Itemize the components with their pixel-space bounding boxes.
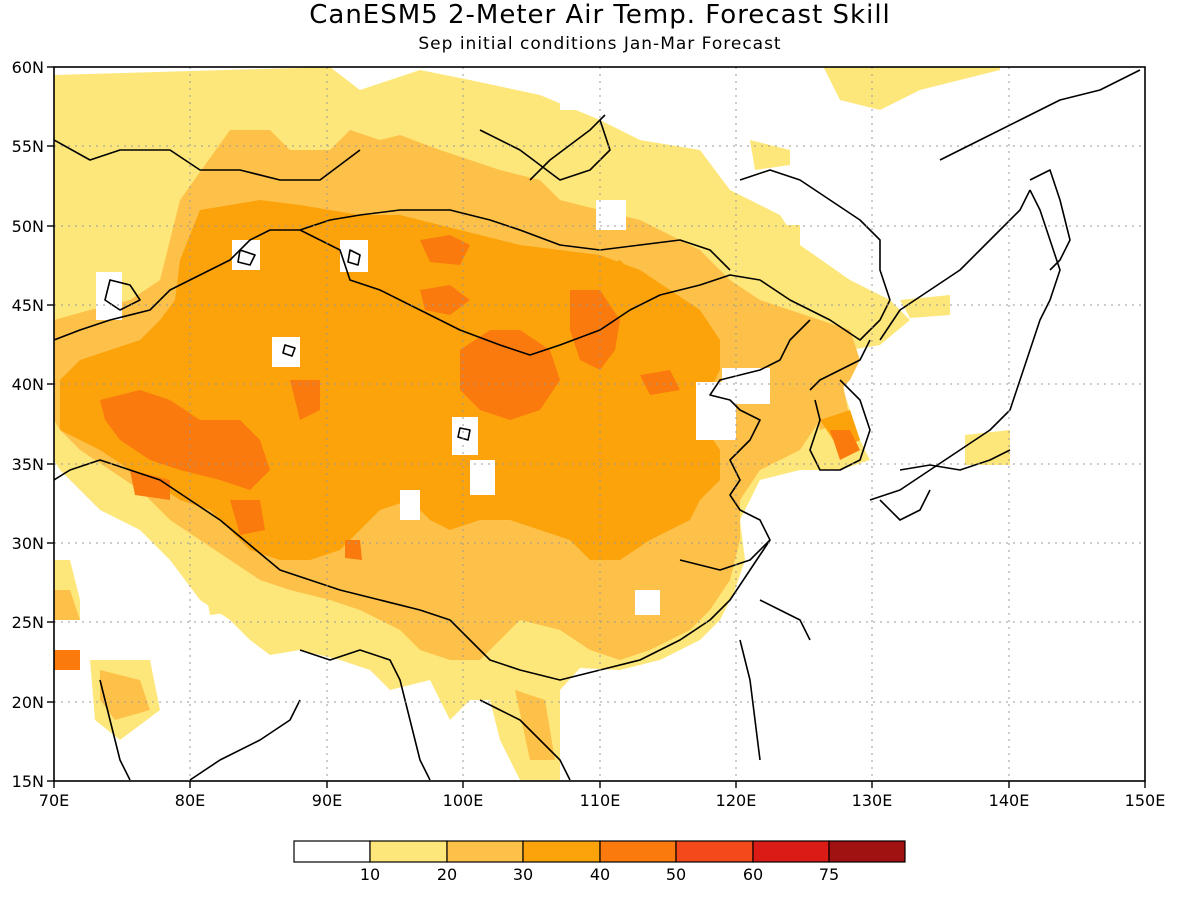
colorbar-label: 60 xyxy=(743,865,763,884)
lon-tick-label: 140E xyxy=(989,791,1030,810)
colorbar-label: 40 xyxy=(590,865,610,884)
lat-tick-label: 30N xyxy=(12,534,44,553)
lon-tick-label: 110E xyxy=(580,791,621,810)
lat-tick-label: 40N xyxy=(12,375,44,394)
colorbar-label: 10 xyxy=(360,865,380,884)
lon-tick-label: 130E xyxy=(852,791,893,810)
lat-tick-label: 15N xyxy=(12,772,44,791)
colorbar-label: 30 xyxy=(513,865,533,884)
lon-tick-label: 100E xyxy=(443,791,484,810)
lat-tick-label: 35N xyxy=(12,455,44,474)
lat-tick-label: 55N xyxy=(12,137,44,156)
lon-tick-label: 80E xyxy=(175,791,205,810)
lat-tick-label: 45N xyxy=(12,296,44,315)
lat-tick-label: 60N xyxy=(12,58,44,77)
lon-tick-label: 150E xyxy=(1125,791,1166,810)
lat-tick-label: 50N xyxy=(12,217,44,236)
colorbar-swatch xyxy=(752,840,830,863)
colorbar: 10 20 30 40 50 60 75 xyxy=(293,840,906,884)
lon-tick-label: 90E xyxy=(312,791,342,810)
lon-tick-labels: 70E 80E 90E 100E 110E 120E 130E 140E 150… xyxy=(39,791,1166,810)
gridlines xyxy=(54,67,1145,781)
lat-tick-labels: 15N 20N 25N 30N 35N 40N 45N 50N 55N 60N xyxy=(12,58,44,791)
colorbar-label: 75 xyxy=(819,865,839,884)
lon-tick-label: 120E xyxy=(716,791,757,810)
map-subtitle: Sep initial conditions Jan-Mar Forecast xyxy=(418,34,782,54)
colorbar-label: 20 xyxy=(437,865,457,884)
colorbar-swatch xyxy=(599,840,677,863)
tick-marks xyxy=(47,66,1146,788)
colorbar-label: 50 xyxy=(666,865,686,884)
colorbar-swatch xyxy=(828,840,906,863)
colorbar-swatch xyxy=(675,840,754,863)
colorbar-swatch xyxy=(369,840,448,863)
colorbar-swatch xyxy=(522,840,601,863)
coastlines xyxy=(54,69,1141,781)
skill-region-40-50 xyxy=(54,235,860,670)
colorbar-swatch xyxy=(446,840,524,863)
lat-tick-label: 20N xyxy=(12,693,44,712)
lat-tick-label: 25N xyxy=(12,613,44,632)
colorbar-swatch xyxy=(293,840,371,863)
no-skill-gaps xyxy=(54,90,770,650)
skill-field xyxy=(54,67,1010,780)
lon-tick-label: 70E xyxy=(39,791,69,810)
map-title: CanESM5 2-Meter Air Temp. Forecast Skill xyxy=(309,0,891,30)
